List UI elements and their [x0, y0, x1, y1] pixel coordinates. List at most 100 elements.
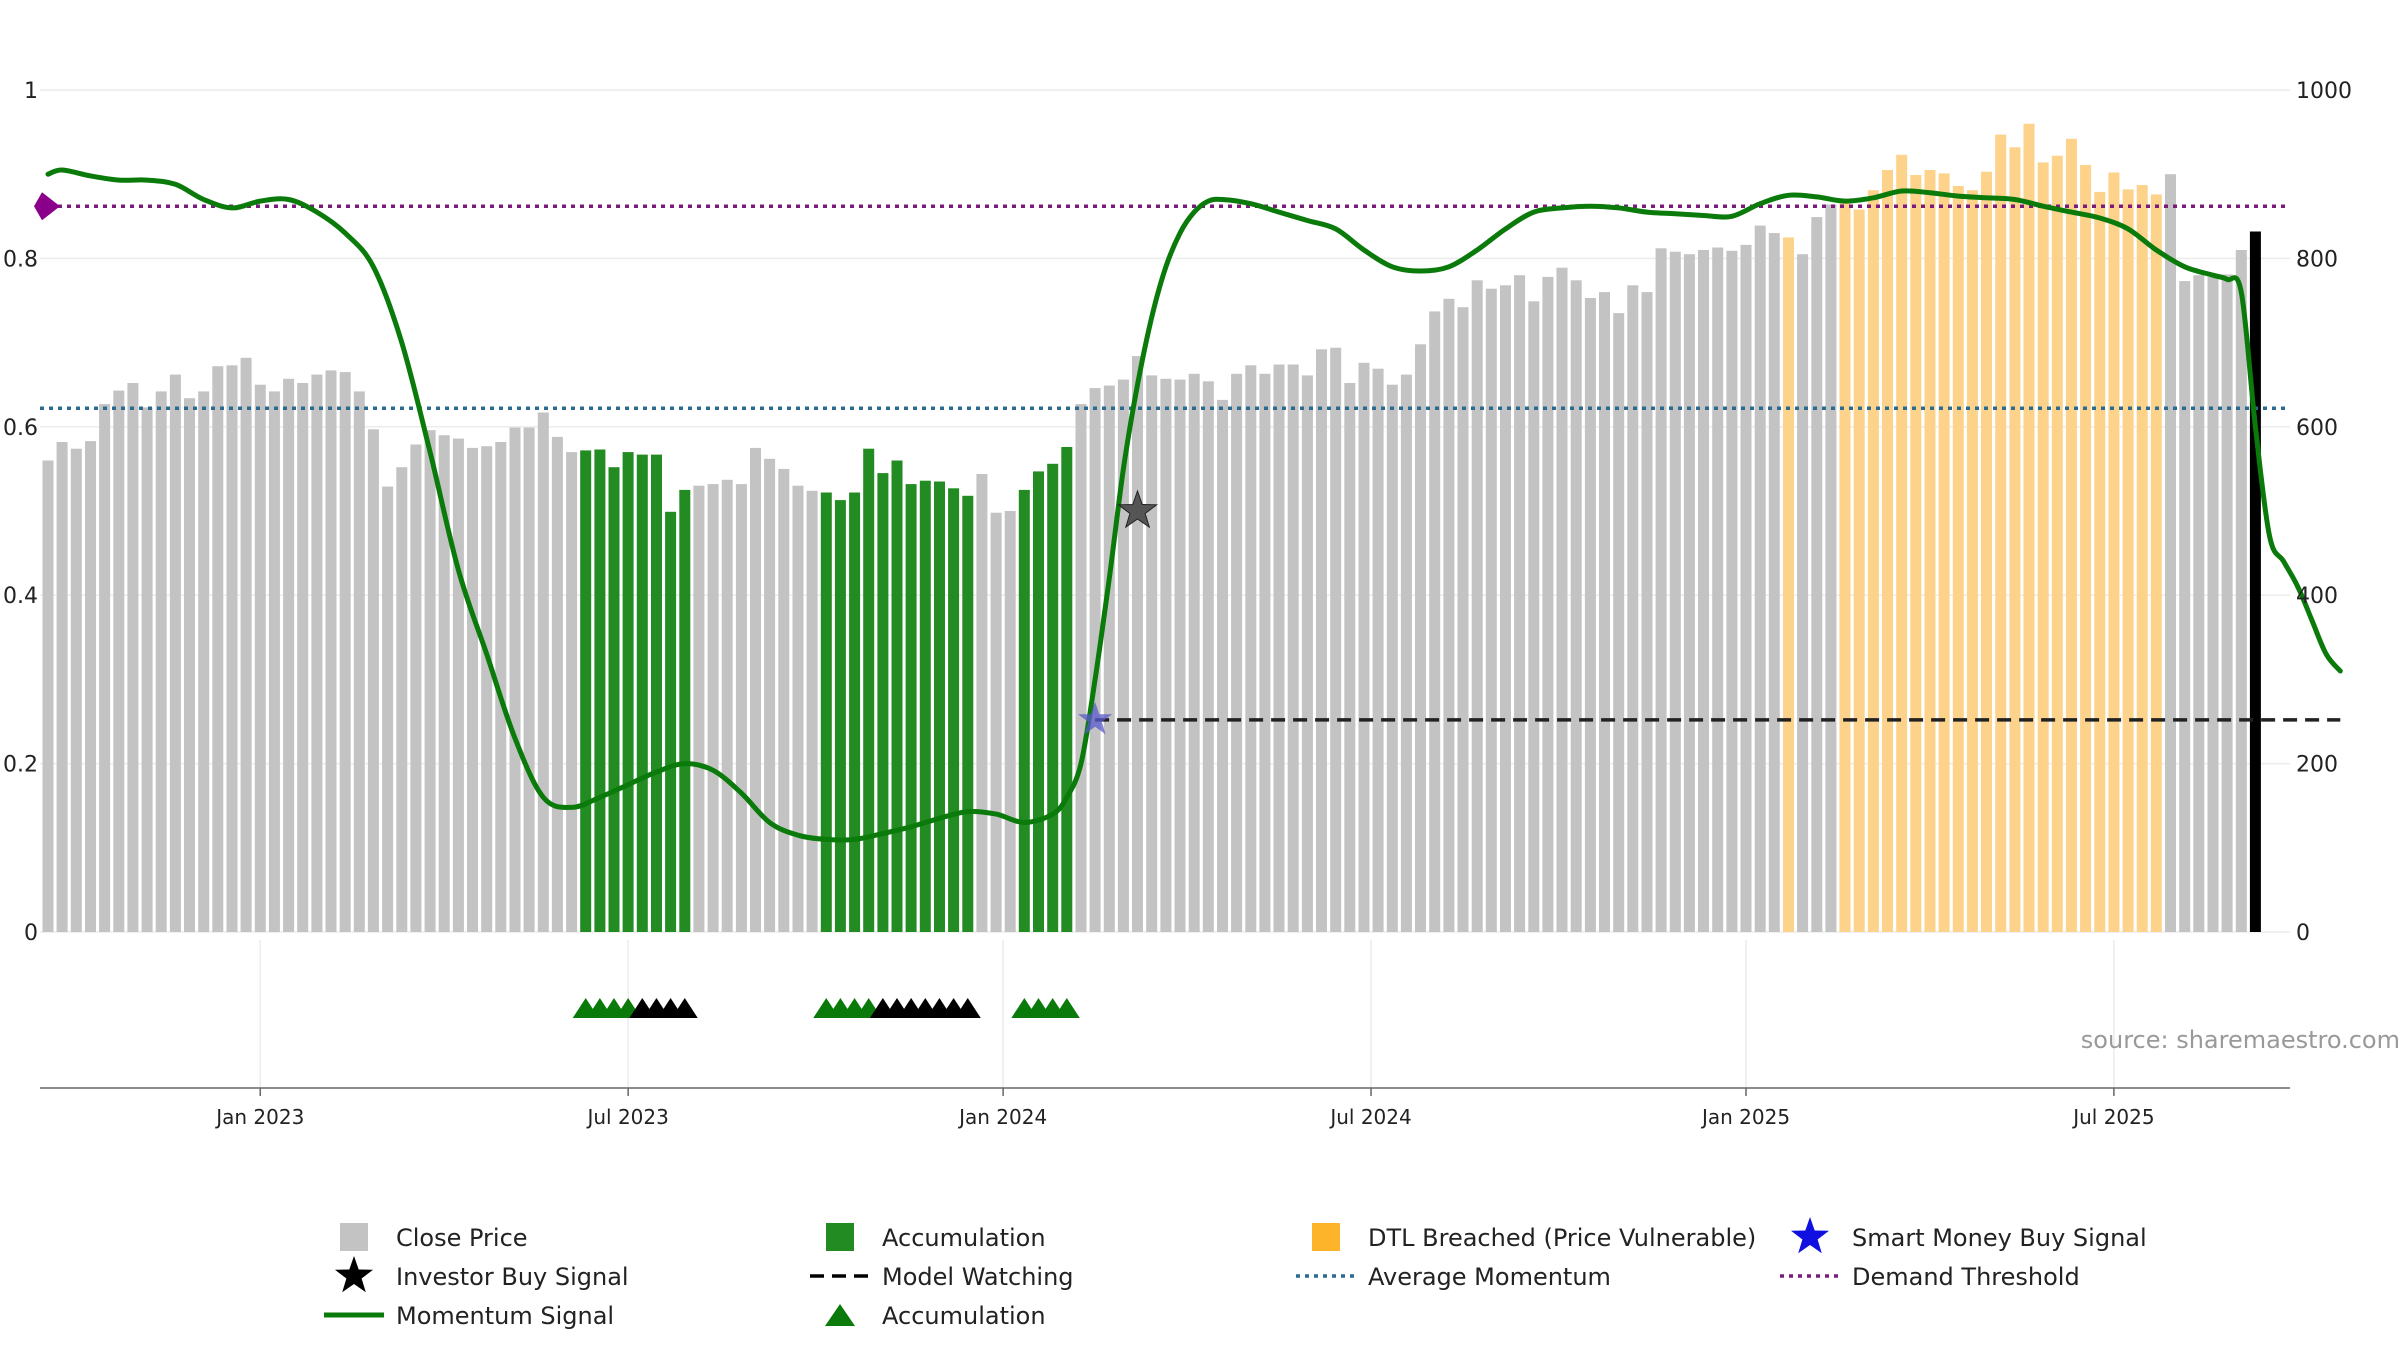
price-bar	[1273, 364, 1285, 932]
legend-label: Accumulation	[882, 1224, 1046, 1252]
left-tick-label: 1	[24, 79, 38, 104]
accumulation-marker	[954, 998, 981, 1018]
price-bar	[509, 427, 521, 932]
price-bar	[1514, 275, 1526, 932]
price-bar	[1542, 276, 1554, 932]
legend-swatch-square	[1312, 1223, 1340, 1251]
x-tick-label: Jul 2024	[1328, 1105, 1411, 1129]
right-tick-label: 800	[2296, 247, 2338, 272]
price-bar	[1301, 375, 1313, 932]
legend-swatch-star	[1791, 1217, 1829, 1254]
price-bar	[382, 486, 394, 932]
price-bar	[1938, 173, 1950, 932]
price-bar	[169, 374, 181, 933]
legend-swatch-triangle	[825, 1304, 855, 1326]
price-bar	[1797, 254, 1809, 932]
price-bar	[113, 390, 125, 933]
price-bar	[70, 448, 82, 932]
price-bar	[863, 448, 875, 932]
price-bar	[1669, 251, 1681, 932]
legend-swatch-star	[335, 1256, 373, 1293]
price-bar	[1188, 373, 1200, 932]
price-bar	[1896, 154, 1908, 933]
price-bar	[778, 468, 790, 932]
price-bar	[1528, 301, 1540, 932]
price-bar	[1033, 471, 1044, 932]
price-bar	[283, 378, 295, 932]
price-bar	[636, 454, 648, 932]
price-bar	[849, 492, 861, 932]
price-bar	[1415, 344, 1426, 932]
price-bar	[1584, 298, 1596, 932]
price-bar	[1853, 209, 1865, 933]
price-bar	[523, 427, 535, 932]
price-bar	[735, 484, 747, 932]
price-bar	[198, 391, 210, 932]
legend-layer: Close Price Accumulation DTL Breached (Pri…	[324, 1217, 2147, 1330]
price-bar	[42, 460, 54, 932]
price-bar	[226, 365, 238, 932]
price-bar	[410, 444, 422, 932]
price-bar	[1641, 292, 1653, 933]
price-bar	[1330, 347, 1342, 932]
left-tick-label: 0.4	[3, 584, 38, 609]
x-tick-label: Jan 2023	[214, 1105, 304, 1129]
right-tick-label: 0	[2296, 921, 2310, 946]
price-bar	[750, 447, 761, 932]
legend-swatch-square	[340, 1223, 368, 1251]
price-bar	[1146, 375, 1158, 932]
price-bar	[1768, 233, 1780, 933]
price-bar	[2207, 276, 2219, 932]
price-bar	[1372, 368, 1384, 932]
investor-buy-signal-star	[1117, 489, 1159, 529]
price-bar	[651, 454, 662, 932]
price-bar	[721, 479, 733, 932]
price-bar	[792, 485, 804, 932]
price-bar	[891, 460, 903, 932]
price-bar	[85, 441, 96, 932]
price-bar	[877, 473, 889, 932]
markers-layer	[34, 192, 1159, 1018]
price-bar	[1825, 204, 1837, 932]
price-bar	[1698, 250, 1709, 932]
price-bar	[2179, 281, 2191, 933]
price-bar	[1471, 280, 1483, 932]
price-bar	[1995, 134, 2007, 933]
price-bar	[339, 372, 351, 933]
price-bar	[1259, 373, 1271, 932]
price-bar	[1485, 288, 1497, 932]
price-bar	[1457, 307, 1469, 932]
price-bar	[1754, 225, 1766, 933]
price-bar	[1089, 388, 1101, 933]
price-bar	[1556, 267, 1568, 932]
axis-layer: 0 0.2 0.4 0.6 0.8 1 0 200 400 600 800 1000 Jan 2023 J…	[3, 79, 2352, 1129]
price-bar	[537, 412, 549, 932]
momentum-signal-line	[45, 167, 2343, 843]
left-tick-label: 0.2	[3, 753, 38, 778]
legend-label: Smart Money Buy Signal	[1852, 1224, 2147, 1252]
price-bar	[1358, 362, 1370, 932]
price-bar	[2080, 164, 2092, 932]
price-bar	[1202, 381, 1214, 932]
right-tick-label: 600	[2296, 416, 2338, 441]
price-bar	[1627, 285, 1639, 932]
price-bar	[1132, 356, 1143, 933]
legend-label: Investor Buy Signal	[396, 1263, 629, 1291]
left-tick-label: 0.8	[3, 247, 38, 272]
price-bar	[1712, 247, 1724, 932]
price-bar	[438, 435, 450, 932]
price-bar	[1047, 463, 1059, 932]
price-bar	[834, 500, 846, 932]
price-bar	[2235, 250, 2247, 932]
price-bar	[2221, 274, 2233, 932]
price-bar	[1061, 447, 1073, 932]
x-tick-label: Jul 2025	[2071, 1105, 2154, 1129]
price-bar	[1966, 190, 1978, 932]
price-bar	[2249, 231, 2261, 932]
price-bar	[155, 391, 167, 932]
price-bar	[1500, 285, 1511, 932]
price-bar	[934, 481, 945, 932]
price-bar	[495, 442, 507, 932]
price-bar	[1882, 170, 1893, 932]
